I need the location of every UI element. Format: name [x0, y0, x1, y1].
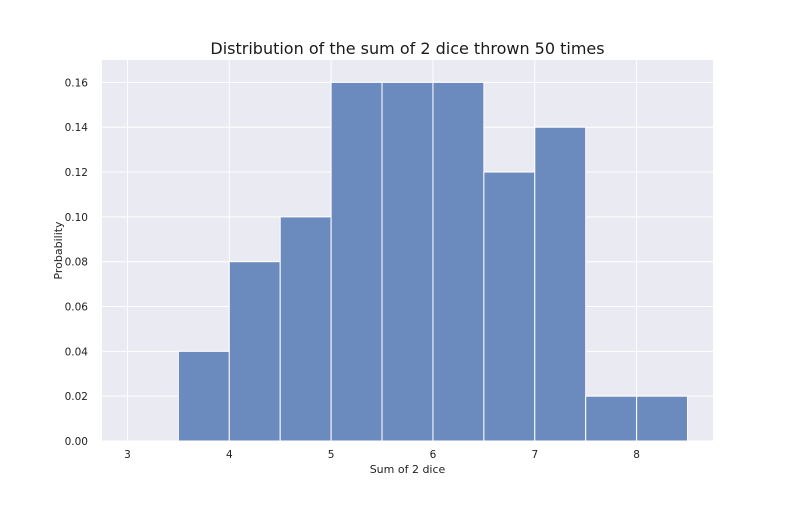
y-axis-tick-labels: 0.00 0.02 0.04 0.06 0.08 0.10 0.12 0.14 0.16 — [65, 77, 89, 448]
y-tick-label: 0.12 — [65, 167, 88, 179]
x-tick-label: 8 — [633, 449, 640, 461]
histogram-bar-7 — [483, 171, 536, 442]
x-axis-tick-labels: 3 4 5 6 7 8 — [124, 449, 640, 461]
histogram-bars — [177, 81, 689, 442]
histogram-bar-3 — [279, 216, 332, 442]
histogram-bar-10 — [636, 395, 689, 442]
y-tick-label: 0.02 — [65, 391, 88, 403]
histogram-bar-2 — [228, 261, 281, 442]
y-axis-label: Probability — [52, 221, 65, 280]
histogram-bar-8 — [534, 126, 587, 442]
x-tick-label: 4 — [226, 449, 233, 461]
histogram-bar-1 — [177, 350, 230, 442]
y-tick-label: 0.04 — [65, 346, 89, 358]
y-tick-label: 0.14 — [65, 122, 89, 134]
chart-title: Distribution of the sum of 2 dice thrown… — [210, 39, 604, 58]
histogram-bar-9 — [585, 395, 638, 442]
x-axis-label: Sum of 2 dice — [370, 463, 446, 476]
x-tick-label: 5 — [328, 449, 335, 461]
x-tick-label: 7 — [531, 449, 538, 461]
histogram-bar-6 — [432, 81, 485, 442]
x-tick-label: 6 — [430, 449, 437, 461]
y-tick-label: 0.16 — [65, 77, 89, 89]
x-tick-label: 3 — [124, 449, 131, 461]
histogram-bar-5 — [381, 81, 434, 442]
y-tick-label: 0.10 — [65, 212, 88, 224]
y-tick-label: 0.00 — [65, 436, 88, 448]
histogram-bar-4 — [330, 81, 383, 442]
y-tick-label: 0.08 — [65, 257, 88, 269]
y-tick-label: 0.06 — [65, 302, 89, 314]
